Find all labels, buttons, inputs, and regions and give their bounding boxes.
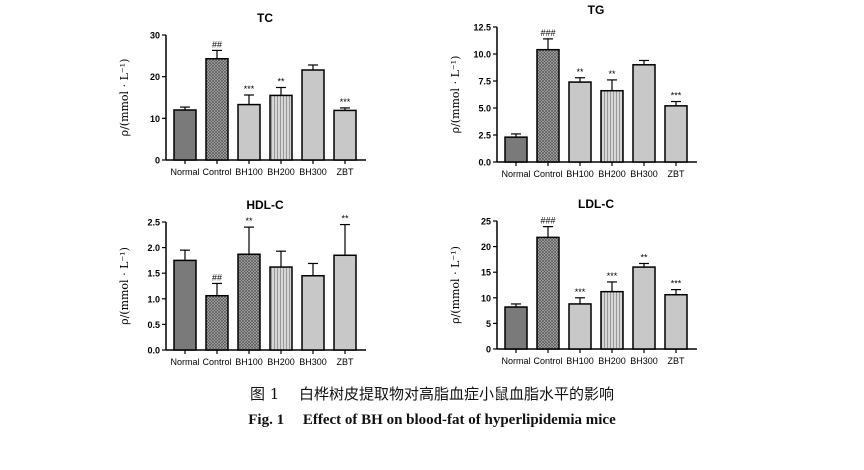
x-tick-label: BH300 (630, 169, 658, 179)
x-tick-label: BH100 (235, 357, 263, 367)
y-tick-label: 2.5 (478, 131, 491, 141)
bar-bh100 (237, 103, 261, 161)
y-tick-label: 2.0 (147, 243, 160, 253)
bar-zbt (664, 293, 688, 350)
chart-title: TG (588, 3, 605, 17)
x-tick-label: ZBT (337, 357, 355, 367)
bar-control (205, 58, 229, 161)
y-axis-label: ρ/(mmol · L⁻¹) (449, 246, 462, 324)
bar-normal (504, 136, 528, 163)
x-tick-label: BH300 (299, 167, 327, 177)
significance-label: ** (245, 216, 253, 226)
significance-label: *** (607, 271, 618, 281)
chart-title: TC (257, 11, 273, 25)
y-axis-label: ρ/(mmol · L⁻¹) (118, 247, 131, 325)
bar-bh300 (632, 64, 656, 163)
bar-bh100 (568, 81, 592, 163)
significance-label: ## (212, 272, 222, 282)
bar-bh100 (237, 253, 261, 351)
y-tick-label: 1.5 (147, 269, 160, 279)
chart-title: HDL-C (246, 198, 284, 212)
y-tick-label: 10 (481, 293, 491, 303)
x-tick-label: BH100 (235, 167, 263, 177)
significance-label: ** (341, 214, 349, 224)
bar-normal (173, 259, 197, 351)
significance-label: ** (608, 69, 616, 79)
y-tick-label: 30 (150, 31, 160, 41)
significance-label: ### (540, 216, 555, 226)
y-tick-label: 5 (486, 319, 491, 329)
bar-normal (173, 109, 197, 161)
caption-chinese: 图 1 白桦树皮提取物对高脂血症小鼠血脂水平的影响 (249, 385, 615, 403)
x-tick-label: BH200 (598, 356, 626, 366)
x-tick-label: Normal (501, 169, 530, 179)
y-tick-label: 0.0 (478, 158, 491, 168)
x-tick-label: BH200 (267, 357, 295, 367)
x-tick-label: BH200 (598, 169, 626, 179)
bar-bh200 (600, 89, 624, 163)
bar-bh100 (568, 303, 592, 350)
significance-label: *** (340, 97, 351, 107)
x-tick-label: ZBT (337, 167, 355, 177)
bar-zbt (333, 109, 357, 161)
y-tick-label: 10.0 (473, 50, 491, 60)
x-tick-label: ZBT (668, 169, 686, 179)
y-tick-label: 12.5 (473, 23, 491, 33)
bar-bh300 (301, 69, 325, 161)
significance-label: ## (212, 39, 222, 49)
significance-label: *** (671, 91, 682, 101)
y-tick-label: 7.5 (478, 77, 491, 87)
y-tick-label: 2.5 (147, 218, 160, 228)
significance-label: *** (575, 287, 586, 297)
bar-normal (504, 306, 528, 350)
y-tick-label: 5.0 (478, 104, 491, 114)
significance-label: *** (244, 84, 255, 94)
y-axis-label: ρ/(mmol · L⁻¹) (118, 59, 131, 137)
x-tick-label: BH300 (630, 356, 658, 366)
significance-label: *** (671, 279, 682, 289)
x-tick-label: ZBT (668, 356, 686, 366)
y-tick-label: 10 (150, 114, 160, 124)
y-tick-label: 0 (486, 345, 491, 355)
x-tick-label: BH200 (267, 167, 295, 177)
bar-bh200 (269, 266, 293, 351)
bar-bh300 (301, 275, 325, 351)
bar-control (536, 236, 560, 350)
bar-zbt (664, 105, 688, 163)
y-tick-label: 0 (155, 156, 160, 166)
x-tick-label: Normal (501, 356, 530, 366)
y-tick-label: 1.0 (147, 294, 160, 304)
bar-control (205, 294, 229, 351)
x-tick-label: Normal (170, 167, 199, 177)
chart-title: LDL-C (578, 197, 614, 211)
bar-bh200 (600, 290, 624, 350)
x-tick-label: BH100 (566, 356, 594, 366)
y-tick-label: 20 (150, 72, 160, 82)
caption-english: Fig. 1 Effect of BH on blood-fat of hype… (248, 412, 616, 428)
x-tick-label: Control (533, 169, 562, 179)
significance-label: ** (640, 252, 648, 262)
y-tick-label: 0.5 (147, 320, 160, 330)
x-tick-label: Control (202, 167, 231, 177)
y-axis-label: ρ/(mmol · L⁻¹) (449, 56, 462, 134)
x-tick-label: Control (202, 357, 231, 367)
significance-label: ### (540, 28, 555, 38)
significance-label: ** (576, 67, 584, 77)
y-tick-label: 25 (481, 217, 491, 227)
bar-zbt (333, 254, 357, 351)
x-tick-label: BH100 (566, 169, 594, 179)
significance-label: ** (277, 77, 285, 87)
x-tick-label: Control (533, 356, 562, 366)
y-tick-label: 20 (481, 242, 491, 252)
bar-control (536, 48, 560, 163)
x-tick-label: Normal (170, 357, 199, 367)
y-tick-label: 0.0 (147, 346, 160, 356)
x-tick-label: BH300 (299, 357, 327, 367)
bar-bh300 (632, 266, 656, 350)
bar-bh200 (269, 94, 293, 161)
y-tick-label: 15 (481, 268, 491, 278)
